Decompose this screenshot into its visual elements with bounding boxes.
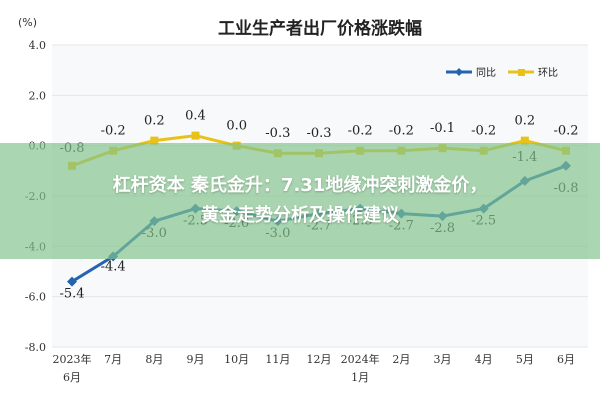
x-tick-label: 10月 [224,353,249,366]
x-tick-label: 8月 [145,353,163,366]
data-point-mom [150,136,159,145]
x-axis-ticks: 2023年 6月 7月 8月 9月 10月 11月 12月 2024年 1月 2月 3月 4月 5月 6月 [53,352,576,384]
x-tick-label: 11月 [265,353,290,366]
data-label-mom: 0.2 [514,114,535,129]
x-tick-label: 9月 [187,353,205,366]
data-point-mom [191,131,200,140]
x-tick-label: 4月 [475,353,493,366]
x-tick-label: 12月 [307,353,332,366]
data-label-mom: -0.1 [430,121,455,136]
legend-marker-yoy [455,68,463,76]
data-label-mom: -0.3 [265,126,290,141]
legend-label-mom: 环比 [538,67,558,79]
x-tick-label: 2024年 1月 [341,352,380,384]
data-label-mom: -0.2 [348,124,373,139]
data-label-mom: 0.0 [226,119,247,134]
data-label-mom: -0.3 [306,126,331,141]
data-label-yoy: -4.4 [101,259,126,274]
data-point-mom [520,136,529,145]
x-tick-label: 2023年 6月 [53,352,92,384]
data-label-mom: -0.2 [389,124,414,139]
headline-text[interactable]: 杠杆资本 秦氏金升：7.31地缘冲突刺激金价， 黄金走势分析及操作建议 [20,171,580,231]
headline-line-2: 黄金走势分析及操作建议 [201,205,399,226]
legend-marker-mom [518,69,525,76]
data-label-mom: -0.2 [553,124,578,139]
data-point-yoy [67,276,77,287]
y-tick-label: -6.0 [25,291,46,304]
data-label-yoy: -5.4 [59,287,84,302]
x-tick-label: 2月 [392,353,410,366]
data-label-mom: -0.2 [471,124,496,139]
headline-overlay[interactable]: 杠杆资本 秦氏金升：7.31地缘冲突刺激金价， 黄金走势分析及操作建议 [0,143,600,259]
legend: 同比 环比 [446,67,558,79]
data-label-mom: 0.4 [185,109,206,124]
x-tick-label: 5月 [516,353,534,366]
y-tick-label: -8.0 [25,341,46,354]
legend-label-yoy: 同比 [476,67,496,79]
x-tick-label: 6月 [557,353,575,366]
x-tick-label: 7月 [104,353,122,366]
data-label-mom: -0.2 [101,124,126,139]
y-unit-label: (%) [18,16,37,29]
headline-line-1: 杠杆资本 秦氏金升：7.31地缘冲突刺激金价， [112,175,488,196]
y-tick-label: 2.0 [29,89,47,102]
data-label-mom: 0.2 [144,114,165,129]
chart-title: 工业生产者出厂价格涨跌幅 [218,18,422,39]
y-tick-label: 4.0 [29,39,47,52]
x-tick-label: 3月 [434,353,452,366]
